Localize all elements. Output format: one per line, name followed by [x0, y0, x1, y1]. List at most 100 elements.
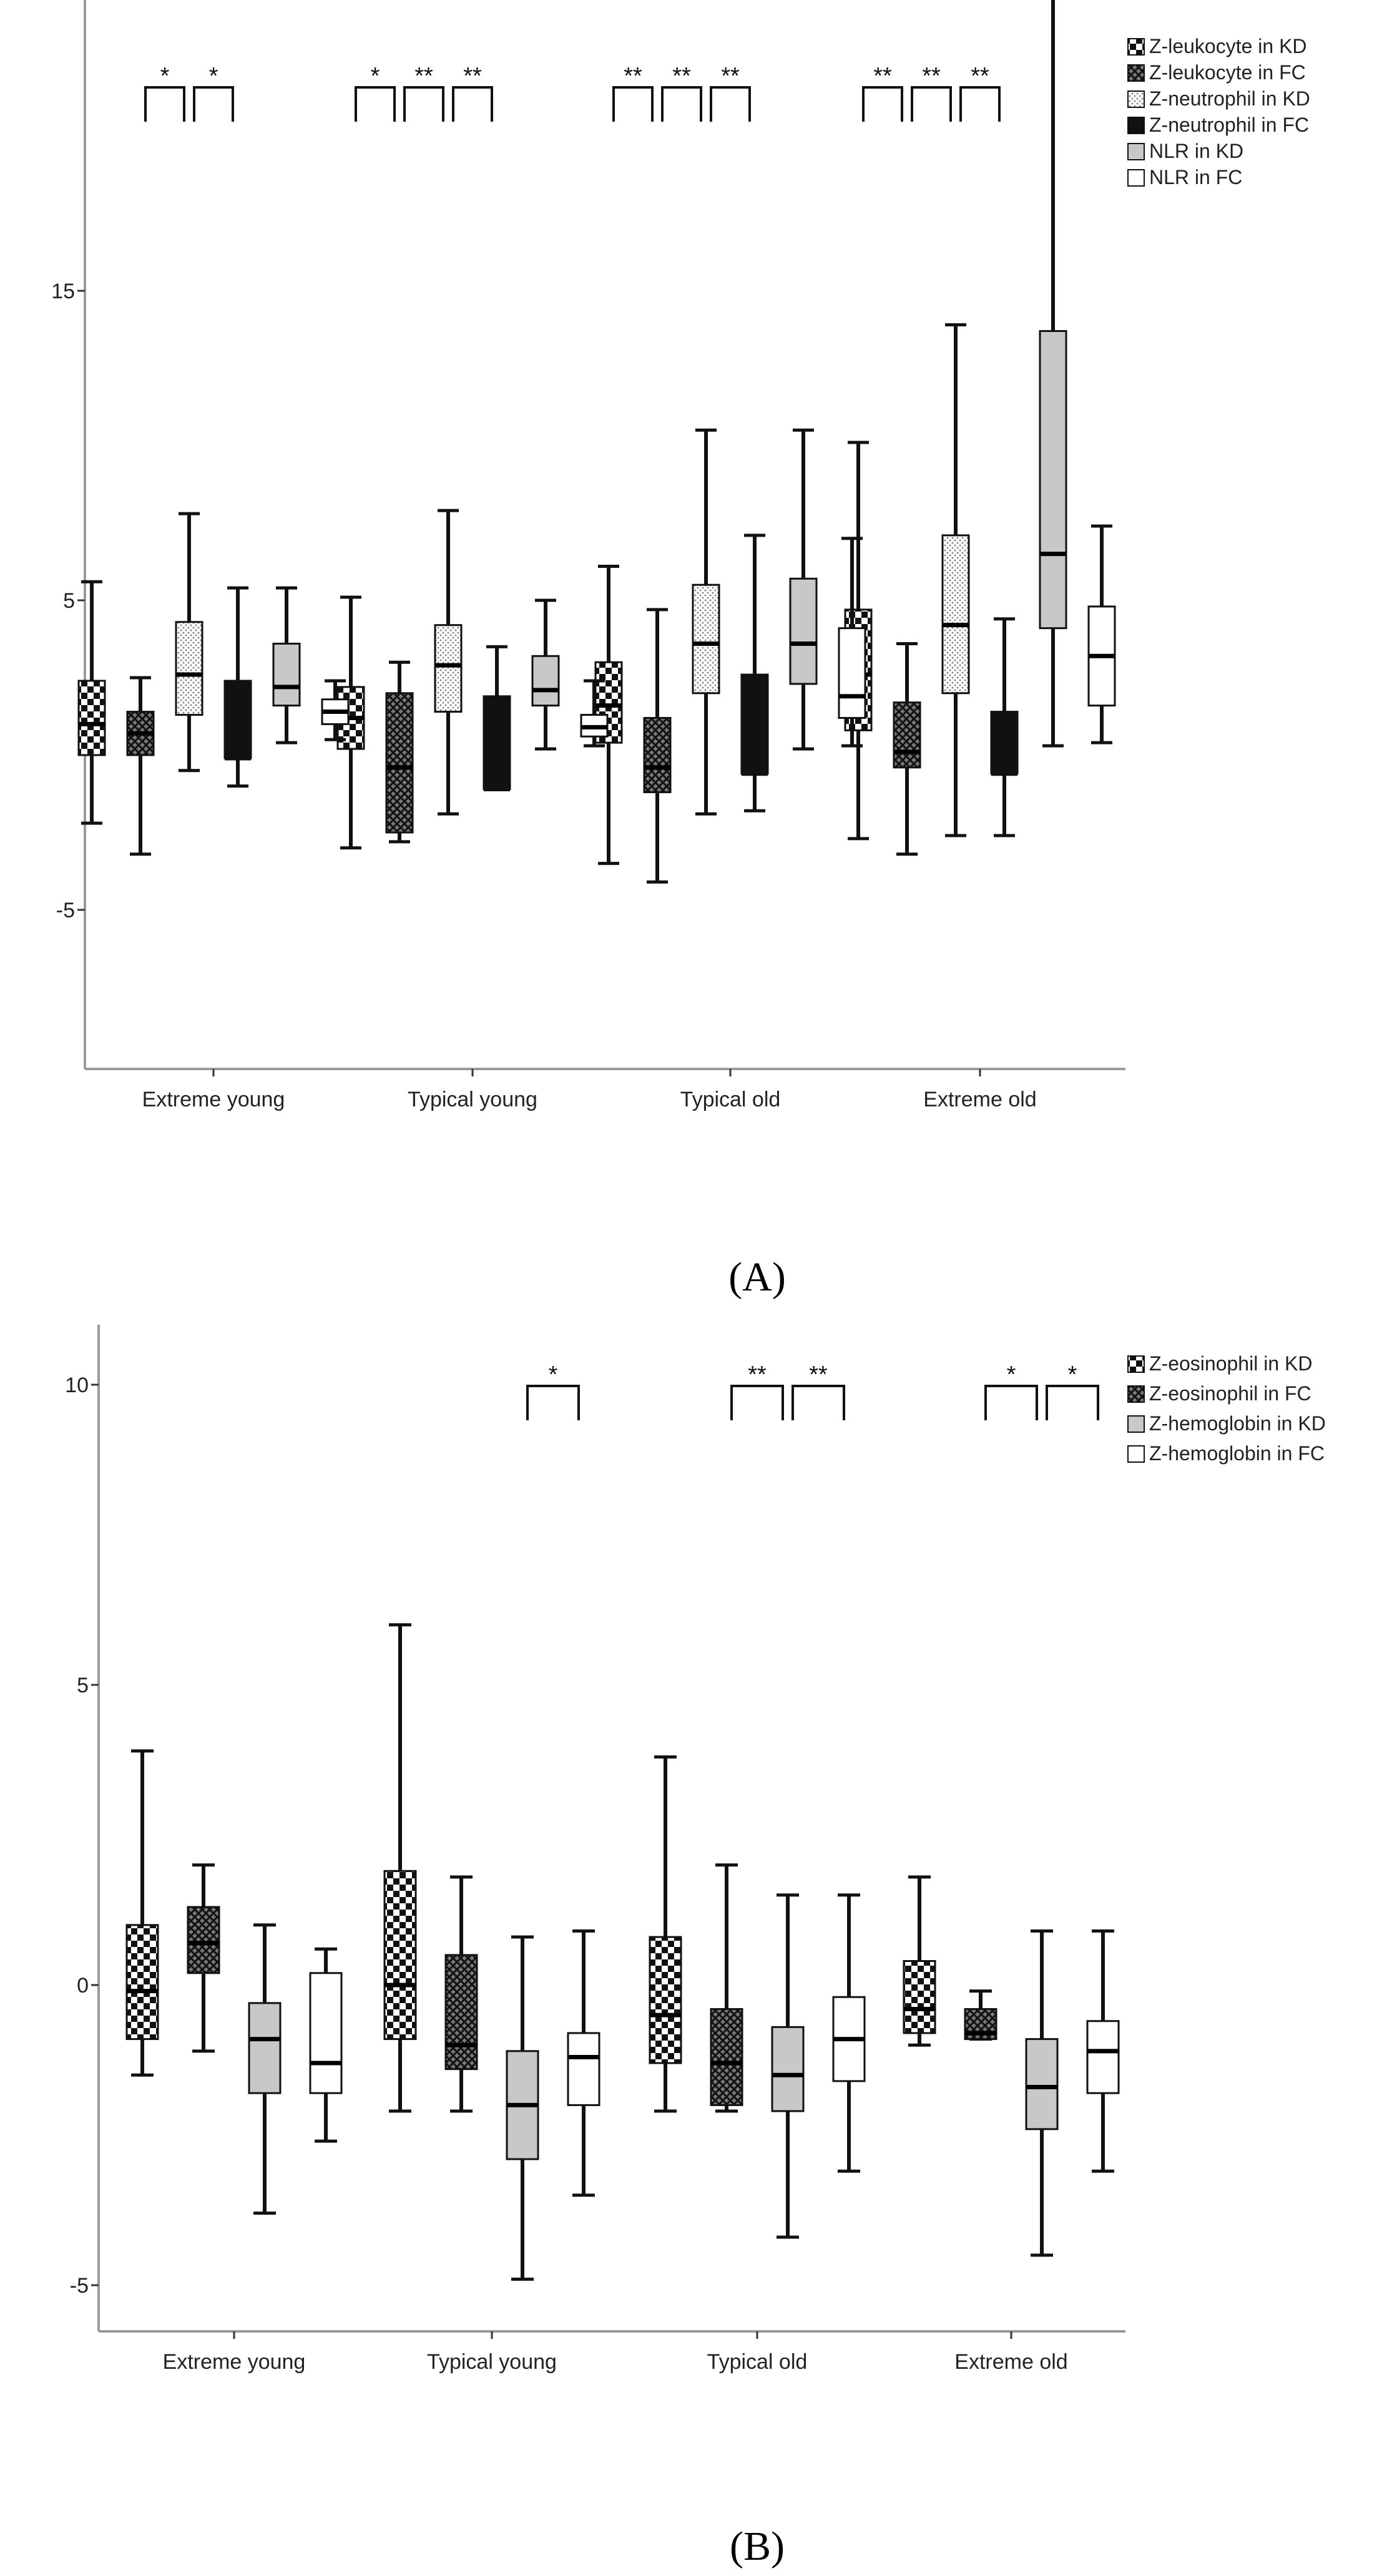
legend-label: Z-neutrophil in FC	[1149, 114, 1309, 136]
box-nlr-in-kd	[531, 598, 560, 751]
box-z-hemoglobin-in-fc	[567, 1929, 600, 2197]
significance-label: *	[1007, 1362, 1016, 1388]
box-iqr	[383, 1870, 417, 2041]
box-z-neutrophil-in-fc	[990, 617, 1019, 837]
box-iqr	[1025, 2038, 1059, 2130]
legend-swatch	[1127, 1415, 1145, 1433]
significance-label: *	[1068, 1362, 1077, 1388]
legend-label: Z-leukocyte in FC	[1149, 61, 1306, 84]
box-z-neutrophil-in-kd	[434, 509, 463, 816]
significance-bracket	[911, 86, 952, 122]
box-iqr	[740, 673, 769, 775]
box-nlr-in-fc	[838, 537, 866, 748]
significance-bracket	[612, 86, 654, 122]
significance-bracket	[452, 86, 493, 122]
box-iqr	[903, 1960, 936, 2034]
category-label: Extreme old	[954, 2350, 1067, 2374]
legend-swatch	[1127, 143, 1145, 160]
legend-label: Z-hemoglobin in FC	[1149, 1442, 1325, 1465]
box-iqr	[531, 655, 560, 707]
y-tick-label: 0	[77, 1974, 89, 1998]
box-iqr	[789, 577, 818, 685]
box-z-hemoglobin-in-fc	[309, 1947, 343, 2143]
box-nlr-in-fc	[580, 679, 609, 748]
box-iqr	[385, 692, 414, 834]
box-iqr	[990, 711, 1019, 775]
box-iqr	[444, 1954, 478, 2071]
box-iqr	[77, 680, 106, 756]
box-z-hemoglobin-in-kd	[248, 1923, 282, 2215]
category-label: Typical old	[680, 1088, 781, 1111]
box-z-eosinophil-in-kd	[125, 1749, 159, 2077]
legend-swatch	[1127, 38, 1145, 56]
significance-label: **	[414, 63, 433, 89]
significance-bracket	[661, 86, 702, 122]
significance-label: **	[624, 63, 642, 89]
box-z-leukocyte-in-fc	[643, 608, 672, 884]
box-z-neutrophil-in-kd	[692, 428, 720, 816]
legend-swatch	[1127, 169, 1145, 187]
box-iqr	[893, 701, 921, 769]
significance-bracket	[355, 86, 396, 122]
significance-label: **	[873, 63, 892, 89]
box-iqr	[125, 1924, 159, 2041]
box-z-eosinophil-in-kd	[383, 1623, 417, 2113]
panel-a-label: (A)	[728, 1254, 786, 1300]
box-iqr	[187, 1906, 220, 1974]
box-z-eosinophil-in-kd	[649, 1755, 682, 2113]
box-z-leukocyte-in-fc	[893, 642, 921, 856]
y-tick-label: 5	[63, 589, 75, 613]
legend-swatch	[1127, 117, 1145, 134]
box-nlr-in-kd	[789, 428, 818, 751]
box-iqr	[567, 2032, 600, 2106]
significance-label: **	[922, 63, 941, 89]
legend-swatch	[1127, 1355, 1145, 1373]
box-z-leukocyte-in-fc	[126, 676, 155, 856]
category-label: Extreme young	[163, 2350, 306, 2374]
box-nlr-in-kd	[1039, 0, 1067, 748]
y-tick-label: 15	[51, 280, 75, 303]
box-z-eosinophil-in-fc	[444, 1875, 478, 2113]
significance-bracket	[959, 86, 1001, 122]
box-iqr	[309, 1972, 343, 2094]
category-label: Extreme young	[142, 1088, 285, 1111]
box-z-eosinophil-in-fc	[964, 1989, 997, 2041]
y-tick-label: -5	[56, 899, 75, 922]
significance-bracket	[403, 86, 444, 122]
significance-label: **	[721, 63, 740, 89]
significance-label: **	[971, 63, 989, 89]
box-iqr	[643, 716, 672, 794]
significance-label: *	[549, 1362, 558, 1388]
significance-bracket	[193, 86, 234, 122]
significance-bracket	[730, 1385, 784, 1420]
significance-bracket	[862, 86, 903, 122]
y-tick-label: 5	[77, 1674, 89, 1697]
box-iqr	[649, 1936, 682, 2064]
panel-b-label: (B)	[730, 2524, 785, 2569]
box-nlr-in-fc	[1087, 524, 1116, 744]
box-z-neutrophil-in-fc	[223, 586, 252, 788]
box-z-hemoglobin-in-kd	[771, 1893, 805, 2239]
significance-label: *	[209, 63, 218, 89]
legend-label: NLR in FC	[1149, 166, 1242, 188]
box-iqr	[175, 621, 203, 716]
significance-label: *	[160, 63, 170, 89]
legend-label: Z-hemoglobin in KD	[1149, 1412, 1326, 1435]
legend-label: Z-eosinophil in FC	[1149, 1382, 1311, 1405]
box-iqr	[1039, 329, 1067, 630]
significance-bracket	[526, 1385, 580, 1420]
box-z-hemoglobin-in-kd	[1025, 1929, 1059, 2257]
box-z-neutrophil-in-fc	[740, 534, 769, 812]
significance-bracket	[710, 86, 751, 122]
significance-label: **	[672, 63, 691, 89]
significance-bracket	[984, 1385, 1038, 1420]
legend-label: NLR in KD	[1149, 140, 1243, 162]
box-iqr	[1086, 2020, 1120, 2094]
significance-bracket	[144, 86, 185, 122]
box-z-hemoglobin-in-kd	[506, 1935, 539, 2281]
legend-swatch	[1127, 90, 1145, 108]
box-nlr-in-kd	[272, 586, 301, 744]
box-z-eosinophil-in-fc	[187, 1863, 220, 2053]
y-tick-label: 10	[65, 1373, 89, 1397]
